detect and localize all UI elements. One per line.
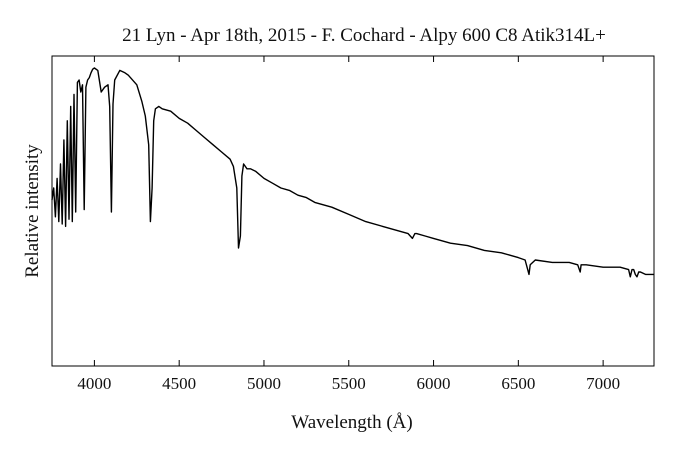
x-tick-label: 6500 bbox=[501, 374, 535, 393]
x-tick-label: 7000 bbox=[586, 374, 620, 393]
chart-title: 21 Lyn - Apr 18th, 2015 - F. Cochard - A… bbox=[122, 25, 606, 46]
x-axis-label: Wavelength (Å) bbox=[291, 412, 412, 433]
x-tick-label: 5500 bbox=[332, 374, 366, 393]
plot-frame bbox=[51, 55, 655, 367]
x-tick-label: 5000 bbox=[247, 374, 281, 393]
y-axis-label: Relative intensity bbox=[22, 144, 43, 278]
x-axis: 4000 4500 5000 5500 6000 6500 7000 bbox=[77, 56, 620, 393]
x-tick-label: 4000 bbox=[77, 374, 111, 393]
spectrum-line bbox=[51, 67, 654, 278]
x-tick-label: 4500 bbox=[162, 374, 196, 393]
x-tick-label: 6000 bbox=[417, 374, 451, 393]
